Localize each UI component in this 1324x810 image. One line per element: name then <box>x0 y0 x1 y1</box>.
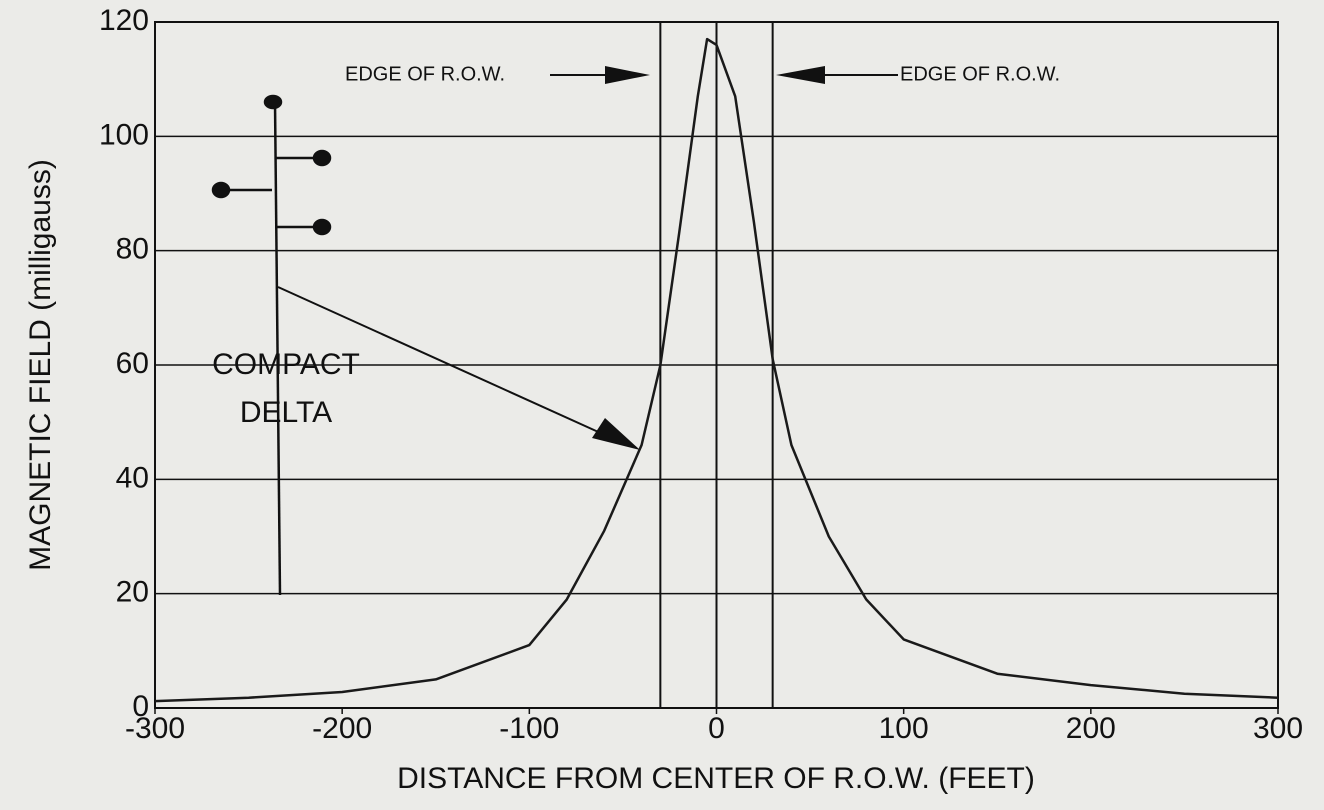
x-tick-label: -300 <box>125 712 185 745</box>
y-tick-label: 40 <box>116 461 149 494</box>
annotation: EDGE OF R.O.W. <box>345 63 505 85</box>
annotation: EDGE OF R.O.W. <box>900 63 1060 85</box>
y-tick-label: 120 <box>99 4 149 37</box>
x-tick-label: 300 <box>1253 712 1303 745</box>
x-axis-title: DISTANCE FROM CENTER OF R.O.W. (FEET) <box>397 762 1035 795</box>
y-axis-title: MAGNETIC FIELD (milligauss) <box>24 159 57 571</box>
y-tick-label: 20 <box>116 576 149 609</box>
y-tick-label: 80 <box>116 233 149 266</box>
x-tick-label: -200 <box>312 712 372 745</box>
x-tick-label: 100 <box>879 712 929 745</box>
x-tick-label: -100 <box>499 712 559 745</box>
y-tick-label: 100 <box>99 118 149 151</box>
x-tick-label: 200 <box>1066 712 1116 745</box>
x-tick-label: 0 <box>708 712 725 745</box>
y-tick-label: 60 <box>116 347 149 380</box>
chart: DISTANCE FROM CENTER OF R.O.W. (FEET) MA… <box>0 0 1324 810</box>
annotation: DELTA <box>240 396 332 429</box>
